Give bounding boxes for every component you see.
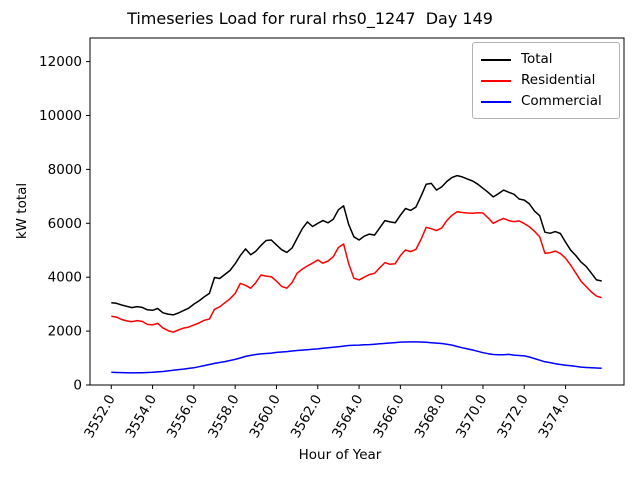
svg-text:3558.0: 3558.0 xyxy=(205,392,242,441)
y-axis-label: kW total xyxy=(14,182,30,240)
total-line-swatch xyxy=(481,58,511,61)
residential-line-swatch xyxy=(481,79,511,82)
legend-item-residential: Residential xyxy=(481,70,611,91)
svg-text:10000: 10000 xyxy=(39,108,82,124)
legend-label-commercial: Commercial xyxy=(521,92,602,109)
svg-text:2000: 2000 xyxy=(48,324,82,340)
legend-item-commercial: Commercial xyxy=(481,91,611,112)
legend: Total Residential Commercial xyxy=(472,42,620,119)
svg-text:3552.0: 3552.0 xyxy=(81,392,118,441)
svg-text:3568.0: 3568.0 xyxy=(412,392,449,441)
chart-title: Timeseries Load for rural rhs0_1247 Day … xyxy=(127,9,493,28)
legend-label-residential: Residential xyxy=(521,71,596,88)
svg-text:3562.0: 3562.0 xyxy=(288,392,325,441)
svg-text:12000: 12000 xyxy=(39,54,82,70)
svg-text:4000: 4000 xyxy=(48,270,82,286)
svg-text:3564.0: 3564.0 xyxy=(329,392,366,441)
svg-text:3572.0: 3572.0 xyxy=(494,392,531,441)
svg-text:3560.0: 3560.0 xyxy=(246,392,283,441)
svg-text:3566.0: 3566.0 xyxy=(370,392,407,441)
svg-text:3570.0: 3570.0 xyxy=(453,392,490,441)
svg-text:3554.0: 3554.0 xyxy=(123,392,160,441)
commercial-line-swatch xyxy=(481,100,511,103)
x-axis-label: Hour of Year xyxy=(298,447,382,463)
svg-text:6000: 6000 xyxy=(48,216,82,232)
svg-text:8000: 8000 xyxy=(48,162,82,178)
legend-item-total: Total xyxy=(481,49,611,70)
legend-label-total: Total xyxy=(521,50,553,67)
svg-text:0: 0 xyxy=(73,378,82,394)
svg-text:3574.0: 3574.0 xyxy=(536,392,573,441)
svg-text:3556.0: 3556.0 xyxy=(164,392,201,441)
